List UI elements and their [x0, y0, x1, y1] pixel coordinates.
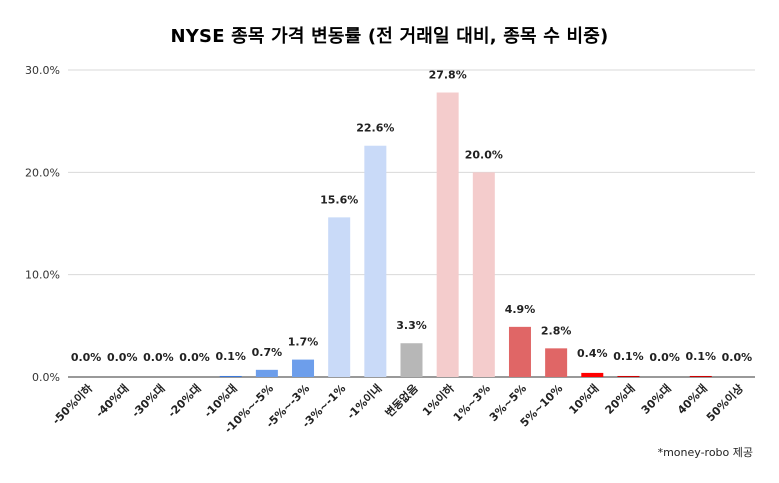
y-tick-label: 20.0% [25, 166, 60, 179]
data-label: 4.9% [505, 303, 536, 316]
x-tick-label: 10%대 [566, 381, 602, 417]
data-label: 3.3% [396, 319, 427, 332]
data-label: 15.6% [320, 193, 358, 206]
y-tick-label: 0.0% [32, 371, 60, 384]
x-tick-label: -50%이하 [49, 381, 96, 428]
source-note: *money-robo 제공 [657, 446, 753, 459]
x-tick-label: -20%대 [165, 381, 204, 420]
data-label: 0.0% [649, 351, 680, 364]
x-tick-label: 40%대 [674, 381, 710, 417]
bar-40%대 [689, 375, 712, 377]
data-label: 0.0% [722, 351, 753, 364]
data-label: 2.8% [541, 324, 572, 337]
x-tick-label: -30%대 [129, 381, 168, 420]
data-label: 0.7% [252, 346, 283, 359]
chart-title: NYSE 종목 가격 변동률 (전 거래일 대비, 종목 수 비중) [170, 26, 609, 47]
data-label: 0.1% [613, 350, 644, 363]
data-label: 0.0% [143, 351, 174, 364]
x-tick-label: 20%대 [602, 381, 638, 417]
x-tick-label: 1%~3% [451, 382, 493, 424]
data-label: 22.6% [356, 122, 394, 135]
data-label: 27.8% [429, 69, 467, 82]
bar-20%대 [617, 375, 640, 377]
y-tick-label: 10.0% [25, 269, 60, 282]
data-label: 0.1% [686, 350, 717, 363]
x-tick-label: -1%이내 [344, 381, 385, 422]
data-label: 20.0% [465, 148, 503, 161]
bar--5%~-3% [292, 359, 315, 377]
bar-10%대 [581, 372, 604, 377]
data-label: 0.0% [107, 351, 138, 364]
y-tick-label: 30.0% [25, 64, 60, 77]
bar-3%~5% [508, 326, 531, 377]
bar-변동없음 [400, 343, 423, 377]
bar--1%이내 [364, 145, 387, 377]
x-tick-label: 변동없음 [382, 381, 421, 420]
bar-1%~3% [472, 172, 495, 377]
data-label: 0.0% [71, 351, 102, 364]
bar-5%~10% [545, 348, 568, 377]
x-tick-label: 30%대 [638, 381, 674, 417]
bar--10%~-5% [255, 369, 278, 377]
x-tick-label: -40%대 [92, 381, 131, 420]
data-label: 0.4% [577, 347, 608, 360]
x-tick-label: 50%이상 [703, 381, 746, 424]
bar--10%대 [219, 375, 242, 377]
data-label: 0.0% [179, 351, 210, 364]
bar--3%~-1% [328, 217, 351, 377]
data-label: 1.7% [288, 336, 319, 349]
data-label: 0.1% [215, 350, 246, 363]
bar-1%이하 [436, 92, 459, 377]
